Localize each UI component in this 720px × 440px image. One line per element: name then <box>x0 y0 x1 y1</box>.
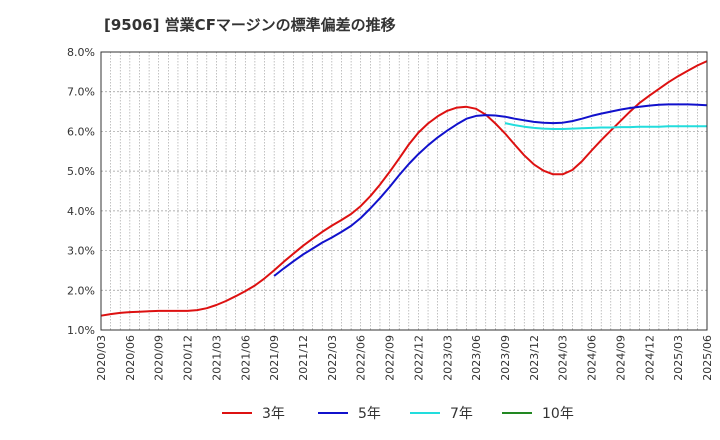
x-tick-label: 2025/03 <box>672 335 685 381</box>
x-tick-label: 2020/09 <box>153 335 166 381</box>
x-tick-label: 2021/03 <box>210 335 223 381</box>
x-tick-label: 2022/06 <box>355 335 368 381</box>
y-tick-label: 8.0% <box>67 46 95 59</box>
y-axis: 1.0% 2.0% 3.0% 4.0% 5.0% 6.0% 7.0% 8.0% <box>67 46 95 337</box>
grid <box>101 52 707 330</box>
legend-label: 3年 <box>262 406 285 422</box>
legend-swatch <box>502 412 532 414</box>
series-line-5年 <box>273 103 708 277</box>
series-line-7年 <box>504 122 707 130</box>
x-tick-label: 2021/12 <box>297 335 310 381</box>
plot-frame <box>100 51 708 331</box>
x-tick-label: 2020/06 <box>124 335 137 381</box>
legend-item: 10年 <box>502 403 574 423</box>
y-tick-label: 1.0% <box>67 324 95 337</box>
legend-label: 7年 <box>450 406 473 422</box>
x-tick-label: 2021/09 <box>268 335 281 381</box>
y-tick-label: 7.0% <box>67 86 95 99</box>
x-tick-label: 2022/09 <box>384 335 397 381</box>
x-tick-label: 2023/03 <box>441 335 454 381</box>
y-tick-label: 3.0% <box>67 245 95 258</box>
legend-swatch <box>318 412 348 414</box>
x-tick-label: 2024/12 <box>643 335 656 381</box>
legend-item: 5年 <box>318 403 381 423</box>
y-tick-label: 6.0% <box>67 125 95 138</box>
x-tick-label: 2022/12 <box>412 335 425 381</box>
x-axis: 2020/03 2020/06 2020/09 2020/12 2021/03 2021/… <box>95 335 714 381</box>
legend-item: 7年 <box>410 403 473 423</box>
x-tick-label: 2020/03 <box>95 335 108 381</box>
legend-swatch <box>222 412 252 414</box>
legend-label: 5年 <box>358 406 381 422</box>
x-tick-label: 2023/12 <box>528 335 541 381</box>
x-tick-label: 2025/06 <box>701 335 714 381</box>
x-tick-label: 2022/03 <box>326 335 339 381</box>
x-tick-label: 2023/06 <box>470 335 483 381</box>
legend-swatch <box>410 412 440 414</box>
x-tick-label: 2023/09 <box>499 335 512 381</box>
x-tick-label: 2024/03 <box>557 335 570 381</box>
x-tick-label: 2024/09 <box>614 335 627 381</box>
legend-label: 10年 <box>542 406 574 422</box>
y-tick-label: 2.0% <box>67 284 95 297</box>
x-tick-label: 2021/06 <box>239 335 252 381</box>
x-tick-label: 2020/12 <box>182 335 195 381</box>
legend: 3年 5年 7年 10年 <box>0 403 720 427</box>
y-tick-label: 4.0% <box>67 205 95 218</box>
plot-area <box>101 52 707 330</box>
series-line-3年 <box>100 60 708 317</box>
chart-title: [9506] 営業CFマージンの標準偏差の推移 <box>104 16 396 34</box>
legend-item: 3年 <box>222 403 285 423</box>
y-tick-label: 5.0% <box>67 165 95 178</box>
x-tick-label: 2024/06 <box>586 335 599 381</box>
series-lines <box>100 60 708 317</box>
